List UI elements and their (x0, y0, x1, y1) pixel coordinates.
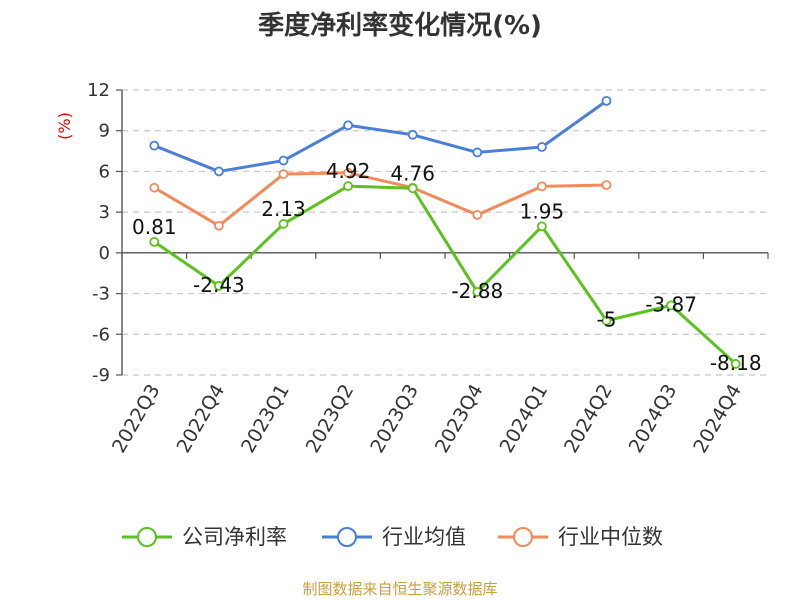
data-label: -5 (597, 308, 617, 332)
data-label: -2.88 (451, 279, 503, 303)
data-label: 2.13 (261, 197, 306, 221)
data-point (472, 147, 483, 158)
data-point (537, 142, 547, 152)
y-ticks: 12 9 6 3 0 -3 -6 -9 (87, 80, 110, 386)
legend-item: 行业均值 (322, 525, 466, 549)
x-ticks: 2022Q3 2022Q4 2023Q1 2023Q2 2023Q3 2023Q4 2024… (108, 381, 746, 457)
grid (122, 89, 768, 376)
data-point (213, 280, 224, 291)
data-point (149, 236, 160, 247)
data-label: 4.76 (390, 161, 435, 185)
series-layer (149, 95, 741, 369)
y-tick-label: -9 (92, 365, 110, 386)
data-point (407, 183, 418, 194)
x-tick-label: 2023Q2 (302, 381, 359, 457)
y-tick-label: 12 (87, 80, 110, 101)
x-tick-label: 2022Q3 (108, 381, 165, 457)
data-label: 1.95 (520, 199, 565, 223)
x-tick-label: 2024Q3 (625, 381, 682, 457)
series-line (153, 99, 608, 173)
chart-title: 季度净利率变化情况(%) (258, 10, 542, 41)
data-label: 4.92 (326, 159, 371, 183)
series-line (153, 184, 737, 365)
legend-label: 行业中位数 (558, 525, 663, 549)
legend-item: 行业中位数 (498, 525, 663, 549)
source-note: 制图数据来自恒生聚源数据库 (302, 580, 497, 598)
data-label: -2.43 (193, 273, 245, 297)
y-axis-label: (%) (55, 112, 74, 140)
axes (116, 89, 769, 376)
data-point (343, 120, 354, 131)
data-label: 0.81 (132, 215, 177, 239)
y-tick-label: 0 (99, 243, 110, 264)
data-point (601, 315, 612, 326)
legend-marker (513, 527, 533, 547)
x-tick-label: 2022Q4 (172, 381, 229, 457)
data-point (343, 167, 354, 178)
data-point (278, 155, 289, 166)
data-point (343, 181, 354, 191)
legend-item: 公司净利率 (122, 525, 287, 549)
y-tick-label: 6 (99, 161, 110, 182)
data-point (601, 180, 612, 190)
data-point (730, 358, 741, 369)
legend-marker (137, 527, 157, 547)
series-1 (149, 181, 741, 369)
y-tick-label: 9 (99, 121, 110, 142)
data-point (601, 95, 612, 106)
data-point (149, 182, 160, 193)
data-point (407, 129, 418, 140)
series-line (153, 171, 607, 228)
data-label: -3.87 (645, 292, 697, 316)
y-tick-label: 3 (99, 202, 110, 223)
legend: 公司净利率 行业均值 行业中位数 (122, 525, 663, 549)
x-tick-label: 2023Q4 (431, 381, 488, 457)
x-tick-label: 2023Q3 (366, 381, 423, 457)
data-point (278, 169, 289, 180)
data-point (213, 220, 224, 231)
data-point (472, 287, 483, 297)
data-labels: 0.81 -2.43 2.13 4.92 4.76 -2.88 1.95 -5 -3.87 -8.… (132, 159, 762, 375)
data-point (213, 166, 224, 177)
data-point (537, 181, 547, 192)
data-point (278, 219, 289, 229)
data-label: -8.18 (710, 351, 762, 375)
y-tick-label: -3 (92, 284, 110, 305)
y-tick-label: -6 (92, 324, 110, 345)
legend-label: 公司净利率 (182, 525, 287, 549)
x-tick-label: 2024Q4 (689, 381, 746, 457)
x-tick-label: 2024Q2 (560, 381, 617, 457)
x-tick-label: 2023Q1 (237, 381, 294, 457)
data-point (149, 140, 160, 151)
x-tick-label: 2024Q1 (495, 381, 552, 457)
data-point (472, 209, 483, 220)
legend-marker (337, 527, 357, 547)
series-2 (149, 95, 612, 177)
data-point (537, 221, 547, 232)
legend-label: 行业均值 (382, 525, 466, 549)
data-point (666, 300, 676, 311)
